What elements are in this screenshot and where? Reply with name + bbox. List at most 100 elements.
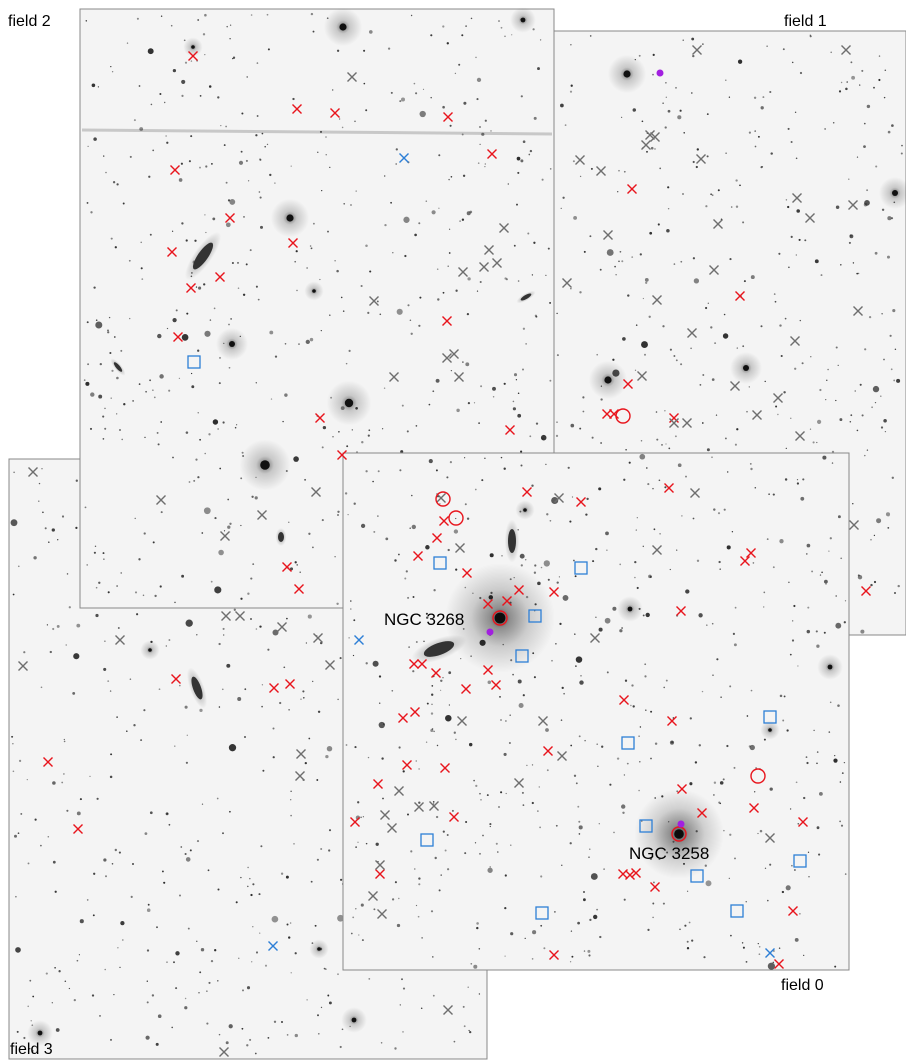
star [16,1030,19,1033]
star [446,476,449,479]
star [105,171,107,174]
star [448,178,450,181]
star [856,429,859,432]
star [423,640,425,643]
star [308,532,311,535]
star [166,327,169,330]
star [526,764,528,767]
star [385,537,389,541]
star [773,950,775,952]
star [428,403,431,406]
star [498,20,500,22]
star [667,186,670,189]
star [288,936,291,939]
star [821,571,823,574]
star [785,447,787,450]
star [105,875,107,878]
star [683,132,685,134]
star [763,738,766,741]
grey-x-marker [457,716,467,726]
star [728,96,731,98]
star [190,60,193,62]
star [462,174,466,177]
star [521,791,524,794]
field-1-label: field 1 [784,13,827,30]
star [831,450,835,454]
star [183,39,186,42]
star [749,463,752,465]
star [337,914,344,922]
grey-x-marker [115,635,125,645]
star [874,251,878,255]
star [247,592,250,595]
star [531,274,534,276]
star [345,744,348,746]
star [402,1031,404,1033]
star [655,411,658,413]
star [41,468,43,470]
star [901,144,903,147]
star [89,775,91,778]
star [571,496,574,498]
star [432,994,435,997]
star [883,419,887,423]
star [650,710,653,713]
star [705,880,712,887]
star [95,319,98,321]
star [348,637,350,639]
elongated-galaxy [508,529,516,553]
star [782,719,785,722]
star [816,644,820,648]
star [288,521,290,523]
star [350,608,352,610]
grey-x-marker [682,418,692,428]
star [460,657,462,660]
star [793,869,796,871]
elongated-galaxy [192,242,214,270]
star [412,670,415,673]
star [623,170,626,173]
star [735,205,739,208]
star [432,803,435,805]
star [574,633,576,635]
star [856,272,859,275]
star [274,355,278,358]
star [705,306,708,310]
star [705,205,708,208]
grey-x-marker [458,267,468,277]
grey-x-marker [645,130,655,140]
star [425,612,428,615]
star [347,513,349,516]
red-x-marker [735,291,745,301]
red-x-marker [549,950,559,960]
star [320,1006,323,1009]
star [199,95,202,97]
star [208,85,212,88]
star [736,428,739,431]
star [445,714,452,722]
star [338,430,340,433]
star [788,581,790,584]
red-x-marker [225,213,235,223]
star [395,148,398,151]
star [450,175,453,178]
star [658,479,661,482]
star [588,954,591,957]
star [247,885,249,888]
star [541,178,544,181]
star [240,597,243,600]
star [623,774,626,776]
red-x-marker [505,425,515,435]
star [274,182,276,184]
red-x-marker [602,409,612,419]
galaxy-core [317,947,321,951]
grey-x-marker [752,410,762,420]
star [407,304,410,307]
star [76,959,79,962]
star [743,280,746,283]
star [578,820,581,823]
star [332,89,334,91]
grey-x-marker [603,230,613,240]
star [384,175,386,177]
star [665,443,667,445]
